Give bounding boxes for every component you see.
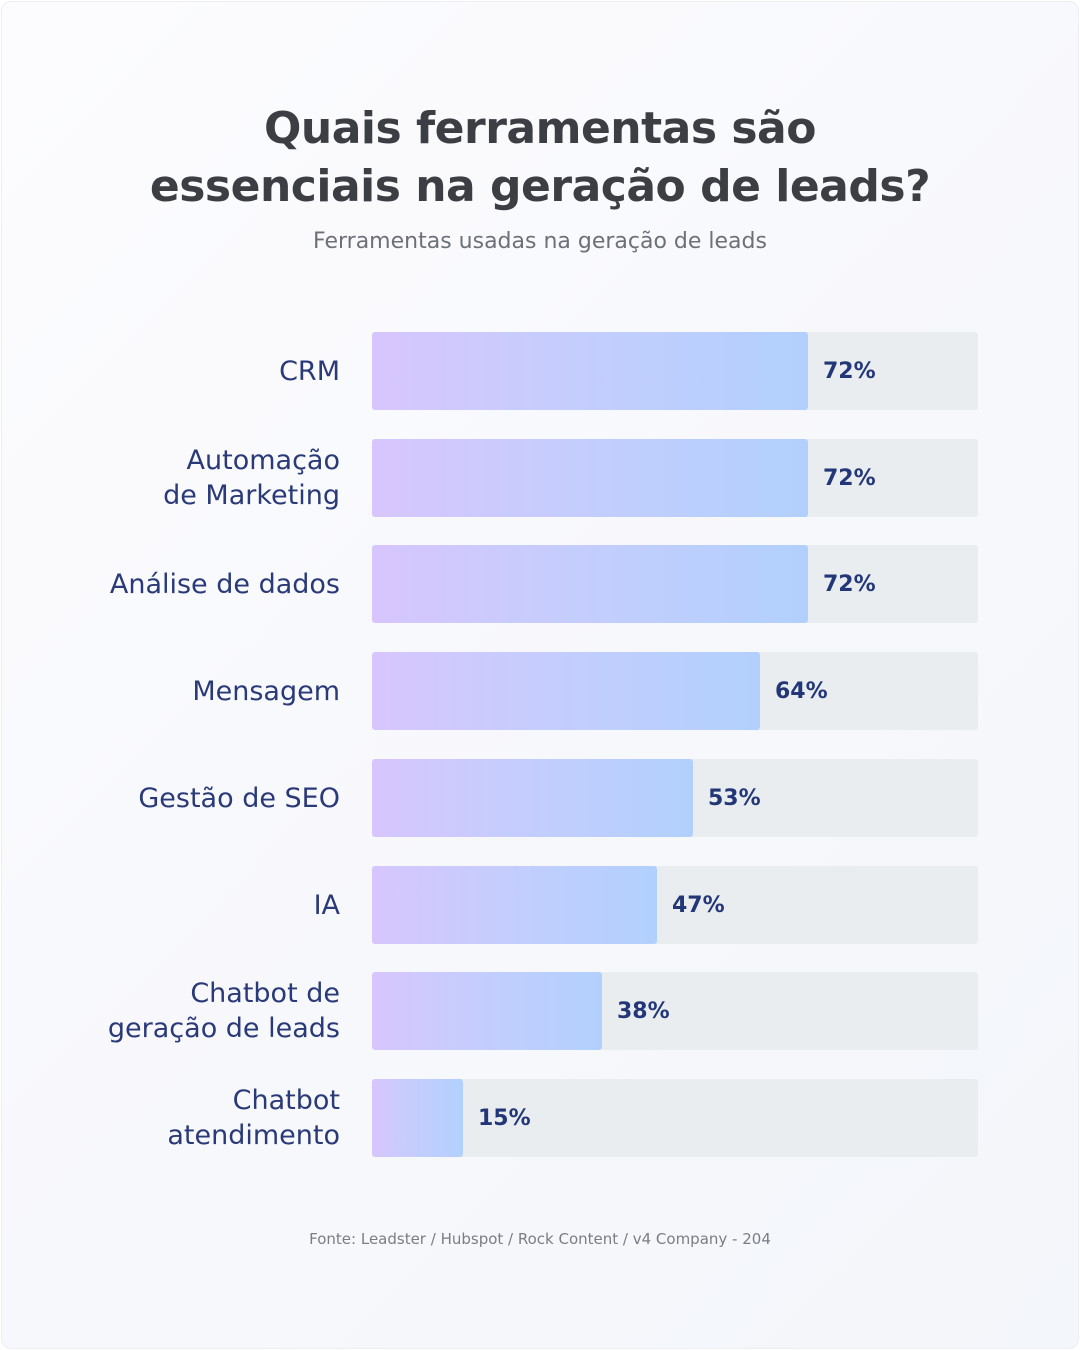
bar-category-label: Chatbot atendimento (167, 1085, 340, 1151)
chart-title: Quais ferramentas são essenciais na gera… (0, 100, 1080, 216)
bar-value-label: 72% (823, 358, 876, 384)
bar-category-label: Mensagem (192, 675, 340, 707)
bar (372, 866, 657, 944)
bar-track (372, 866, 978, 944)
bar-row: Mensagem 64% (0, 652, 1080, 730)
chart-title-line-1: Quais ferramentas são (264, 103, 816, 154)
bar-track (372, 1079, 978, 1157)
bar (372, 332, 808, 410)
bar-value-label: 15% (478, 1105, 531, 1131)
bar-track (372, 332, 978, 410)
bar-category-label: CRM (279, 355, 340, 387)
bar-row: Automação de Marketing 72% (0, 439, 1080, 517)
bar (372, 545, 808, 623)
bar-value-label: 64% (775, 678, 828, 704)
bar-track (372, 652, 978, 730)
bar-value-label: 53% (708, 785, 761, 811)
bar-row: CRM 72% (0, 332, 1080, 410)
bar-category-label: Chatbot de geração de leads (107, 978, 340, 1044)
bar-row: Gestão de SEO 53% (0, 759, 1080, 837)
bar (372, 972, 602, 1050)
bar-track (372, 545, 978, 623)
bar-value-label: 72% (823, 465, 876, 491)
bar-track (372, 439, 978, 517)
bar (372, 759, 693, 837)
bar-row: Análise de dados 72% (0, 545, 1080, 623)
bar-category-label: IA (313, 889, 340, 921)
source-note: Fonte: Leadster / Hubspot / Rock Content… (309, 1230, 771, 1248)
bar-row: IA 47% (0, 866, 1080, 944)
bar-row: Chatbot de geração de leads 38% (0, 972, 1080, 1050)
bar-value-label: 38% (617, 998, 670, 1024)
bar-track (372, 759, 978, 837)
chart-title-line-2: essenciais na geração de leads? (149, 161, 931, 212)
bar (372, 439, 808, 517)
bar-row: Chatbot atendimento 15% (0, 1079, 1080, 1157)
bar-value-label: 47% (672, 892, 725, 918)
bar-category-label: Gestão de SEO (138, 782, 340, 814)
bar-category-label: Automação de Marketing (163, 445, 340, 511)
bar-track (372, 972, 978, 1050)
bar-value-label: 72% (823, 571, 876, 597)
bar-category-label: Análise de dados (109, 568, 340, 600)
chart-subtitle: Ferramentas usadas na geração de leads (313, 229, 767, 254)
bar (372, 1079, 463, 1157)
bar (372, 652, 760, 730)
